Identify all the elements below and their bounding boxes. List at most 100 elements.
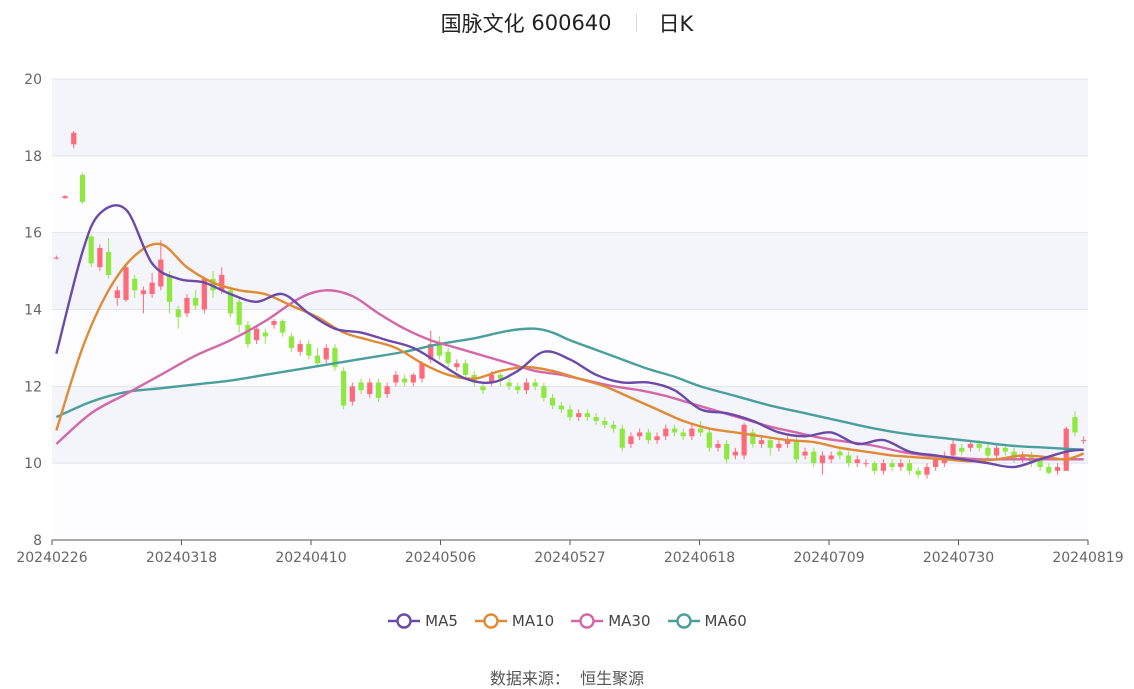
candle-body xyxy=(1002,447,1008,452)
candle-body xyxy=(541,386,547,398)
candle-body xyxy=(680,432,686,437)
candle-body xyxy=(915,470,921,475)
candle-body xyxy=(506,382,512,387)
candle-body xyxy=(114,290,120,298)
candle-body xyxy=(976,443,982,448)
candle-body xyxy=(1020,455,1026,460)
candle-body xyxy=(959,447,965,452)
candle-body xyxy=(123,267,129,300)
x-tick-label: 20240709 xyxy=(793,550,864,566)
grid-band xyxy=(52,309,1088,387)
legend-item-ma30[interactable]: MA30 xyxy=(570,612,651,630)
chart-title: 国脉文化 600640 日K xyxy=(0,8,1134,38)
legend-label: MA10 xyxy=(511,612,555,630)
candle-body xyxy=(993,447,1000,456)
x-tick-label: 20240730 xyxy=(923,550,994,566)
candle-body xyxy=(837,451,843,456)
candle-body xyxy=(271,321,277,325)
legend-label: MA30 xyxy=(608,612,651,630)
candle-body xyxy=(967,443,974,448)
candle-body xyxy=(375,382,382,398)
candle-body xyxy=(280,321,286,333)
source-label: 数据来源： xyxy=(489,669,570,688)
candle-body xyxy=(950,443,956,456)
legend-label: MA5 xyxy=(425,612,458,630)
candle-body xyxy=(62,196,68,199)
y-tick-label: 8 xyxy=(33,533,42,549)
candle-body xyxy=(462,363,469,375)
candle-body xyxy=(593,417,599,421)
candle-body xyxy=(105,251,112,275)
candle-body xyxy=(854,459,860,464)
candle-body xyxy=(689,428,695,437)
candle-body xyxy=(79,175,86,202)
candle-body xyxy=(706,432,712,448)
y-tick-label: 10 xyxy=(24,456,42,472)
candle-body xyxy=(776,443,782,448)
y-tick-label: 20 xyxy=(24,72,42,88)
grid-band xyxy=(52,155,1088,233)
candle-body xyxy=(1054,467,1061,471)
candle-body xyxy=(906,463,913,471)
candle-body xyxy=(236,301,242,325)
candle-body xyxy=(819,455,826,464)
candlestick-chart: 8 10 12 14 16 18 20 20240226 20240318 20240410 202… xyxy=(16,72,1123,566)
candle-body xyxy=(663,428,669,437)
stock-code: 600640 xyxy=(531,11,612,35)
candle-body xyxy=(210,278,216,291)
legend-item-ma5[interactable]: MA5 xyxy=(387,612,458,630)
candle-body xyxy=(724,443,730,460)
candle-body xyxy=(193,297,199,306)
candle-body xyxy=(671,428,678,433)
ma-line-ma60 xyxy=(55,327,1084,451)
candle-body xyxy=(497,374,503,379)
candle-body xyxy=(140,290,147,295)
candle-body xyxy=(358,382,364,391)
candle-body xyxy=(898,463,904,468)
data-source: 数据来源： 恒生聚源 xyxy=(0,665,1134,689)
candle-body xyxy=(480,386,486,391)
candle-body xyxy=(567,409,573,418)
candle-body xyxy=(53,257,59,259)
candle-body xyxy=(132,278,138,291)
candle-body xyxy=(253,328,260,341)
legend-marker-icon xyxy=(474,613,507,629)
candle-body xyxy=(602,420,608,425)
grid-band xyxy=(52,232,1088,310)
candle-body xyxy=(828,455,834,460)
period-label: 日K xyxy=(658,12,694,36)
x-tick-label: 20240226 xyxy=(16,550,87,566)
source-value: 恒生聚源 xyxy=(580,669,645,688)
candle-body xyxy=(445,351,451,364)
candle-body xyxy=(71,132,77,145)
chart-legend: MA5 MA10 MA30 MA60 xyxy=(0,612,1134,630)
candle-body xyxy=(811,451,817,464)
legend-item-ma60[interactable]: MA60 xyxy=(667,612,747,630)
candle-body xyxy=(419,363,425,379)
candle-body xyxy=(924,467,930,475)
candle-body xyxy=(697,428,704,433)
y-tick-label: 18 xyxy=(24,149,42,165)
candle-body xyxy=(227,290,234,314)
x-tick-label: 20240318 xyxy=(146,550,217,566)
candle-body xyxy=(149,282,155,295)
x-tick-label: 20240618 xyxy=(664,550,735,566)
candle-body xyxy=(558,405,564,410)
candle-body xyxy=(880,463,887,471)
candle-body xyxy=(489,374,495,383)
candle-body xyxy=(175,309,181,318)
x-tick-label: 20240527 xyxy=(534,550,605,566)
candle-body xyxy=(184,297,190,314)
y-tick-label: 12 xyxy=(24,379,42,395)
legend-marker-icon xyxy=(571,613,604,629)
legend-item-ma10[interactable]: MA10 xyxy=(474,612,554,630)
candle-body xyxy=(802,451,808,456)
candle-body xyxy=(645,432,651,441)
candle-body xyxy=(1072,417,1078,433)
x-tick-label: 20240819 xyxy=(1052,550,1123,566)
candle-body xyxy=(654,436,660,441)
legend-marker-icon xyxy=(667,613,700,629)
candle-body xyxy=(1037,459,1043,468)
y-tick-label: 14 xyxy=(24,303,42,319)
candle-body xyxy=(637,432,643,437)
